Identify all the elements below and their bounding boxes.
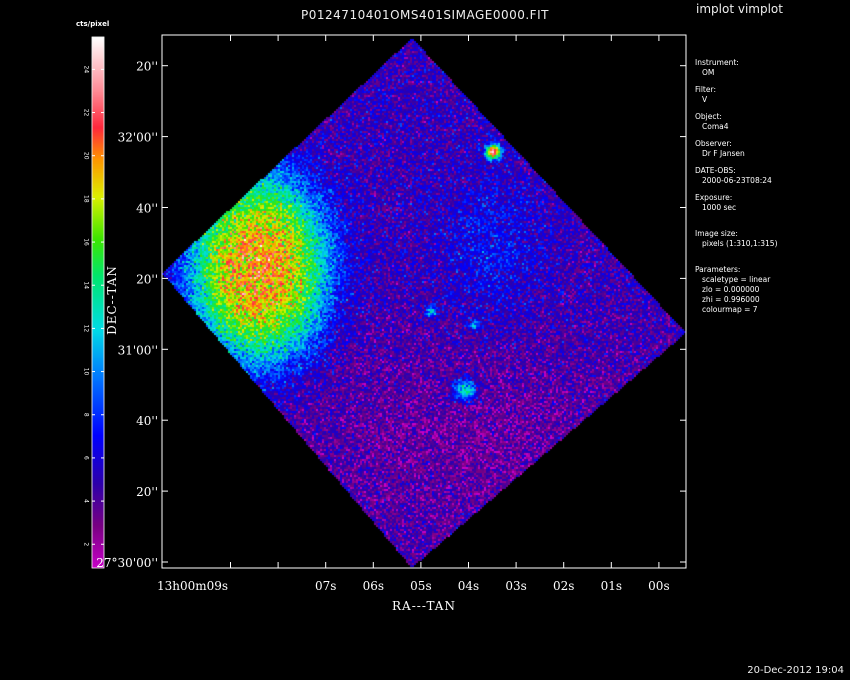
param-colourmap: colourmap = 7	[702, 305, 758, 314]
colorbar-tick-label: 24	[83, 66, 90, 74]
colorbar-tick-label: 18	[83, 195, 90, 203]
task-name: implot vimplot	[696, 2, 783, 16]
plot-title: P0124710401OMS401SIMAGE0000.FIT	[301, 8, 549, 22]
param-scaletype: scaletype = linear	[702, 275, 771, 284]
x-axis-label: RA---TAN	[392, 599, 456, 613]
x-tick-label: 03s	[505, 579, 526, 593]
param-zlo: zlo = 0.000000	[702, 285, 760, 294]
image-size-value: pixels (1:310,1:315)	[702, 239, 778, 248]
colorbar-tick-label: 20	[83, 152, 90, 160]
plot-frame	[161, 34, 687, 569]
y-tick-label: 31'00''	[118, 343, 158, 357]
observer-value: Dr F Jansen	[702, 149, 745, 158]
colorbar-tick-label: 2	[83, 542, 90, 546]
x-tick-label: 05s	[410, 579, 431, 593]
y-tick-label: 32'00''	[118, 131, 158, 145]
image-size-label: Image size:	[695, 229, 738, 238]
exposure-label: Exposure:	[695, 193, 733, 202]
date-obs-label: DATE-OBS:	[695, 166, 736, 175]
object-value: Coma4	[702, 122, 729, 131]
colorbar-tick-label: 14	[83, 281, 90, 289]
x-tick-label: 06s	[363, 579, 384, 593]
colorbar-tick-label: 12	[83, 325, 90, 333]
colorbar-tick-label: 22	[83, 109, 90, 117]
colorbar-frame	[91, 36, 105, 569]
y-tick-label: 40''	[136, 414, 158, 428]
colorbar-tick-label: 10	[83, 368, 90, 376]
filter-label: Filter:	[695, 85, 716, 94]
observer-label: Observer:	[695, 139, 732, 148]
colorbar-tick-label: 16	[83, 238, 90, 246]
info-panel: Instrument: OM Filter: V Object: Coma4 Obse…	[695, 58, 778, 322]
colorbar-tick-label: 8	[83, 413, 90, 417]
y-tick-label: 20''	[136, 272, 158, 286]
date-obs-value: 2000-06-23T08:24	[702, 176, 772, 185]
x-tick-label: 01s	[601, 579, 622, 593]
y-axis-label: DEC--TAN	[105, 265, 119, 335]
x-tick-label: 00s	[648, 579, 669, 593]
frame-ticks	[162, 35, 686, 568]
x-tick-label: 02s	[553, 579, 574, 593]
param-zhi: zhi = 0.996000	[702, 295, 760, 304]
filter-value: V	[702, 95, 708, 104]
colorbar-label: cts/pixel	[76, 20, 110, 28]
object-label: Object:	[695, 112, 722, 121]
instrument-label: Instrument:	[695, 58, 739, 67]
y-tick-label: 20''	[136, 60, 158, 74]
instrument-value: OM	[702, 68, 715, 77]
exposure-value: 1000 sec	[702, 203, 737, 212]
parameters-label: Parameters:	[695, 265, 741, 274]
timestamp: 20-Dec-2012 19:04	[747, 665, 844, 676]
y-tick-label: 20''	[136, 485, 158, 499]
colorbar-tick-label: 4	[83, 499, 90, 503]
x-tick-label: 07s	[315, 579, 336, 593]
y-tick-label: 40''	[136, 202, 158, 216]
x-tick-label: 13h00m09s	[157, 579, 228, 593]
x-tick-label: 04s	[458, 579, 479, 593]
y-tick-label: 27°30'00''	[96, 556, 158, 570]
colorbar-tick-label: 6	[83, 456, 90, 460]
tick-labels: 13h00m09s 07s 06s 05s 04s 03s 02s 01s 00s 27°30'0…	[96, 60, 669, 593]
